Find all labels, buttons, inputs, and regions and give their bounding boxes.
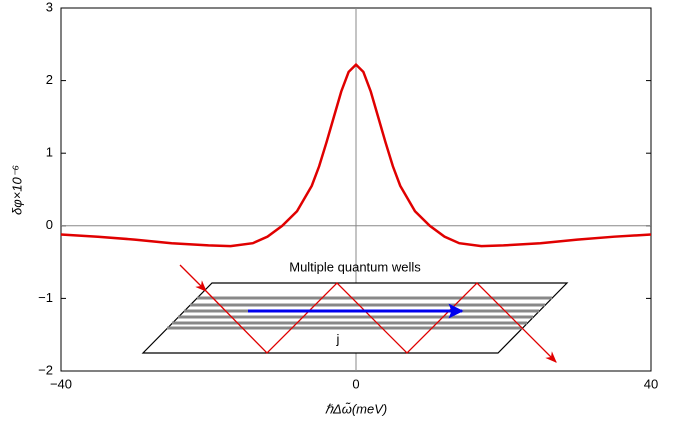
y-tick-label: 0 [46,217,53,232]
incident-ray [179,264,207,292]
light-path [205,282,557,363]
y-tick-label: 2 [46,72,53,87]
inset-diagram [141,264,569,363]
x-tick-label: 40 [644,376,658,391]
y-tick-label: −1 [38,290,53,305]
y-axis-label: δφ×10⁻⁶ [9,164,24,215]
annotation: j [336,331,340,346]
y-tick-label: 3 [46,0,53,14]
data-line [60,62,652,248]
x-tick-label: −40 [50,376,72,391]
x-axis-label: ℏΔω̃(meV) [325,401,387,416]
y-tick-label: −2 [38,362,53,377]
annotation: Multiple quantum wells [289,259,421,274]
y-tick-label: 1 [46,145,53,160]
x-tick-label: 0 [352,376,359,391]
wells [167,296,552,330]
